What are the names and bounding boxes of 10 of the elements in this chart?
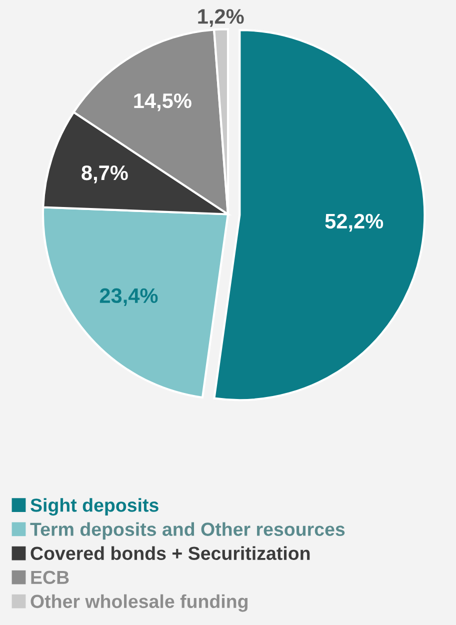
data-label: 1,2% <box>198 9 244 27</box>
data-label: 8,7% <box>82 165 128 184</box>
legend-label: Other wholesale funding <box>30 594 248 612</box>
legend-label: Sight deposits <box>30 498 158 516</box>
data-label: 14,5% <box>134 93 192 112</box>
data-label: 23,4% <box>100 288 158 306</box>
legend-label: Covered bonds + Securitization <box>30 546 310 560</box>
legend-label: Term deposits and Other resources <box>30 522 345 540</box>
legend-label: ECB <box>31 570 69 584</box>
data-label: 52,2% <box>325 214 384 232</box>
